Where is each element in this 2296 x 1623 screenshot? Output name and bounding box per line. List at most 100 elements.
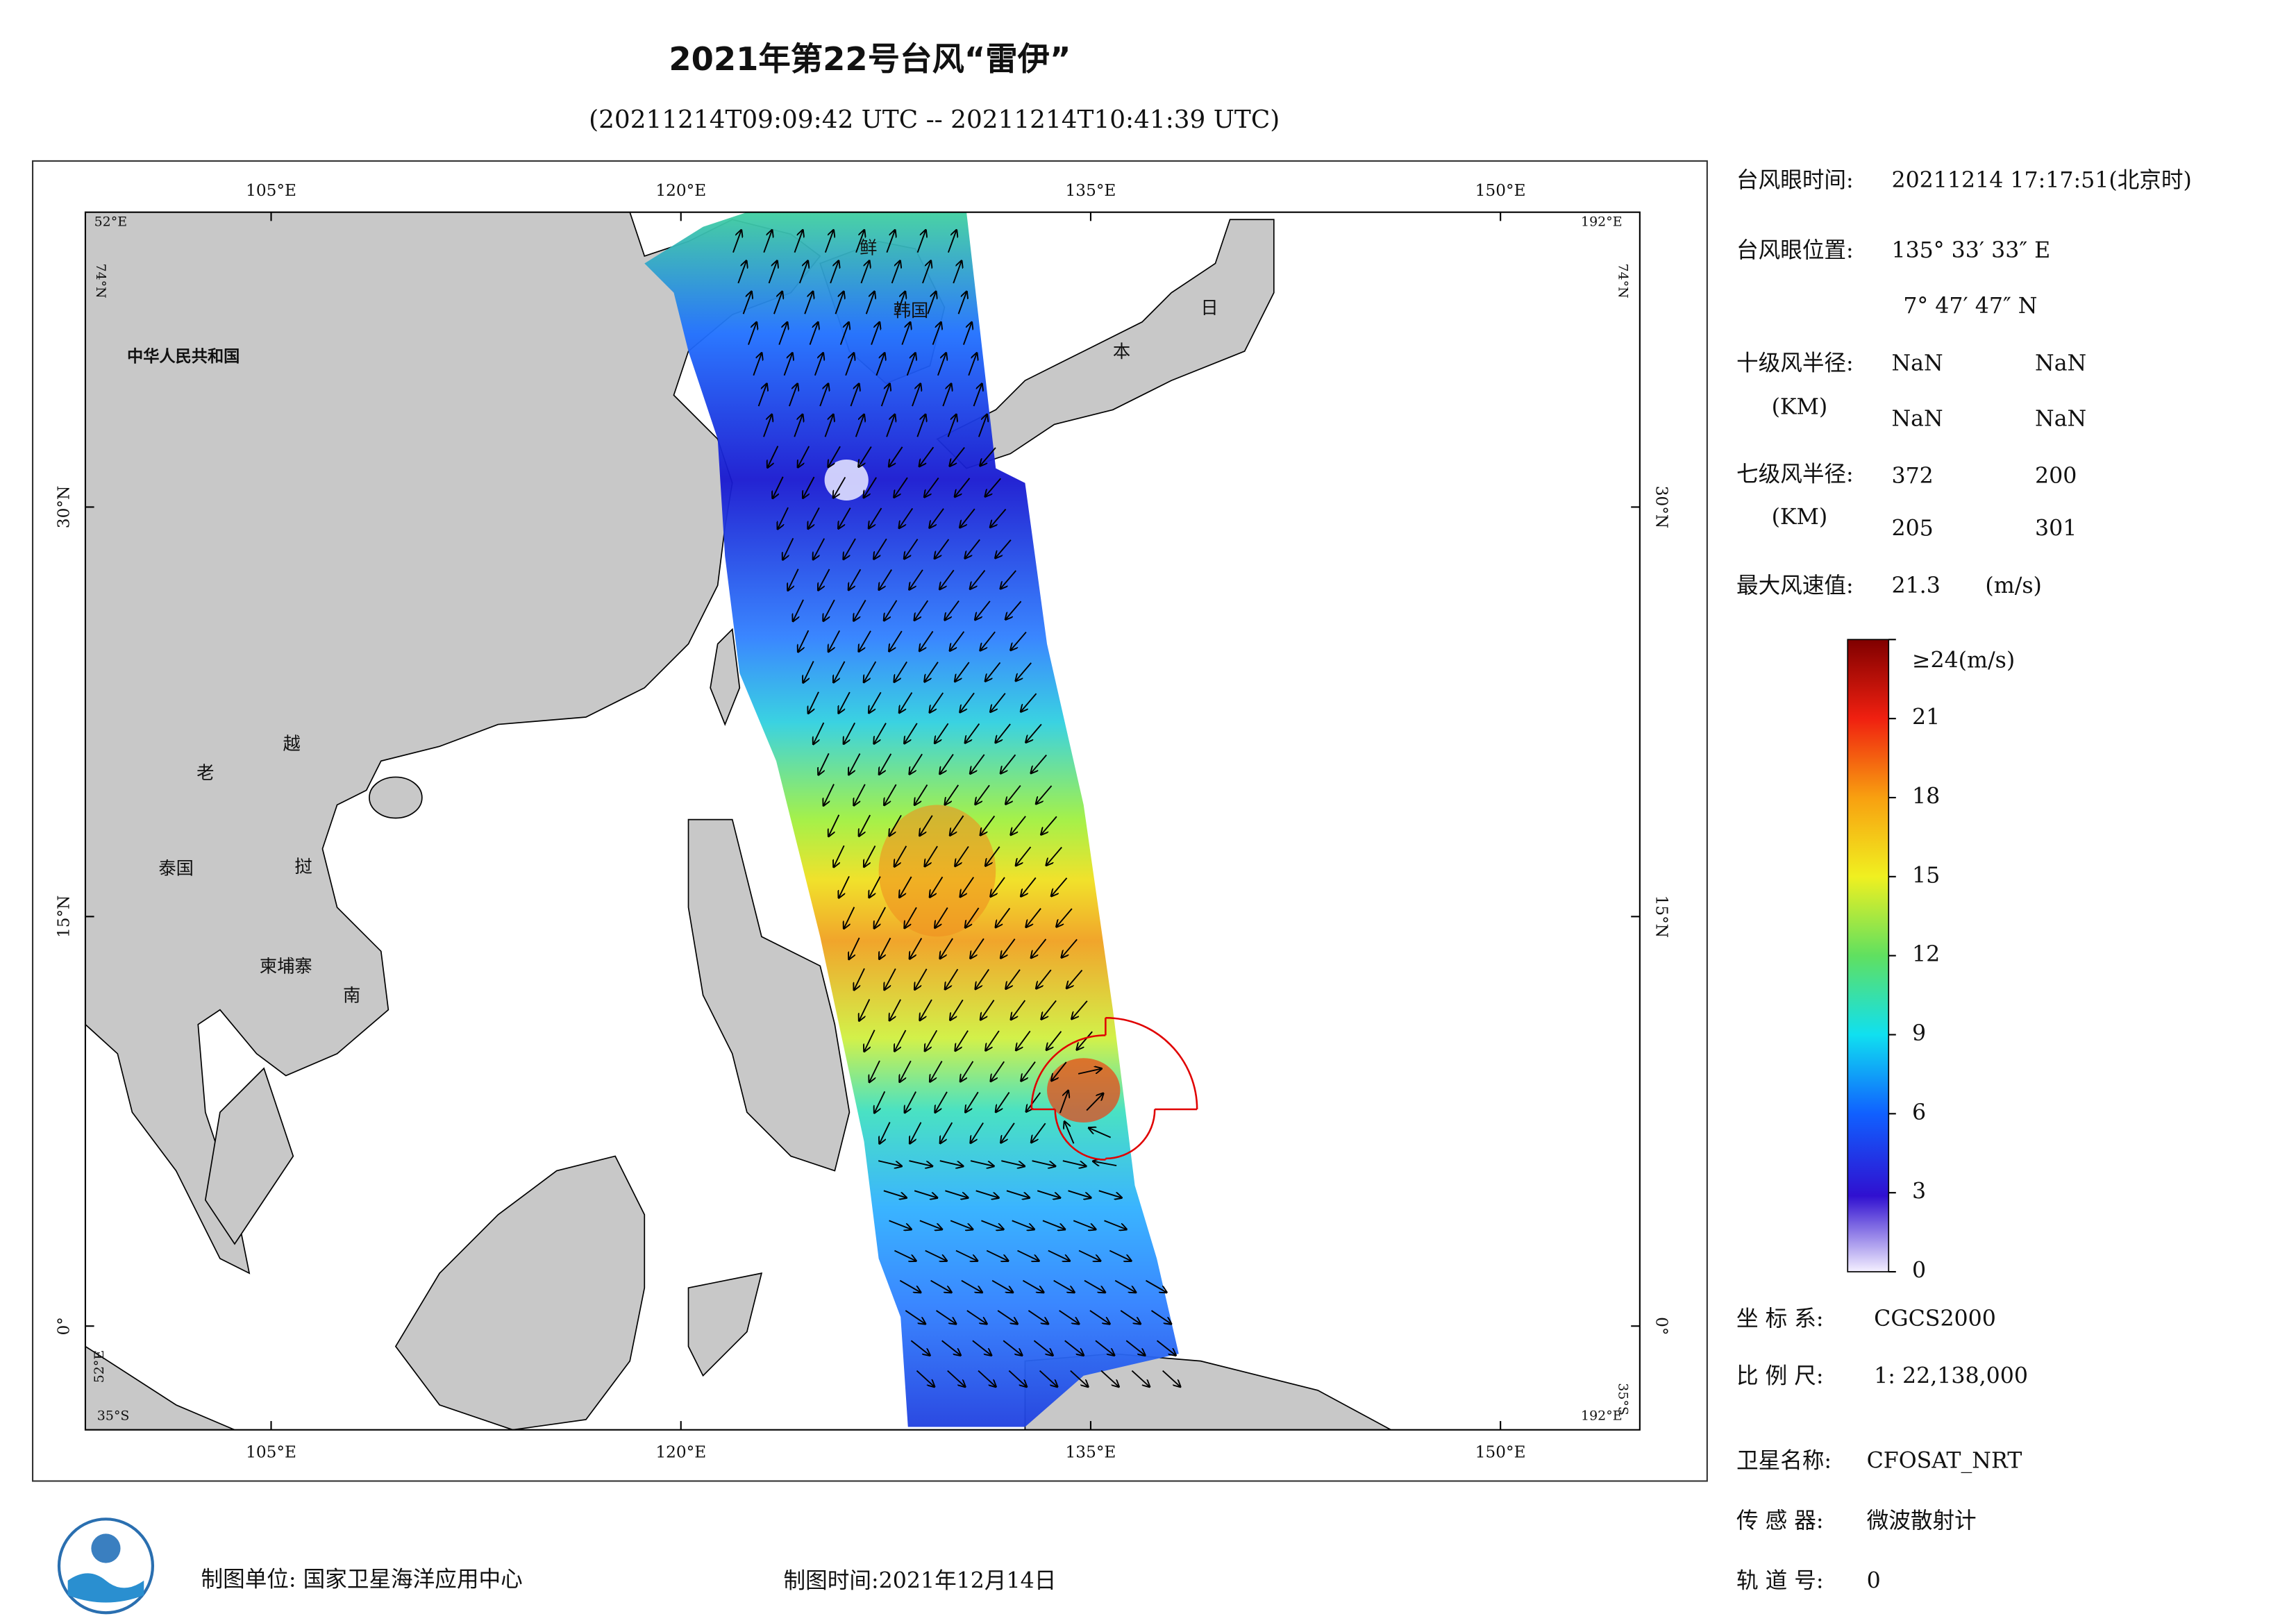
wind-arrow: [1032, 1122, 1046, 1142]
info-value: (m/s): [1985, 573, 2042, 598]
wind-arrow: [823, 784, 835, 805]
wind-arrow: [986, 1030, 1000, 1050]
wind-arrow: [1026, 1092, 1041, 1111]
wind-arrow: [914, 1190, 937, 1197]
wind-arrow: [922, 261, 931, 284]
info-value: 205: [1891, 516, 1933, 541]
place-label: 南: [343, 986, 360, 1006]
wind-arrow: [1064, 1340, 1084, 1355]
wind-arrow: [991, 693, 1006, 712]
wind-arrow: [965, 539, 980, 557]
wind-arrow: [1037, 785, 1053, 804]
wind-arrow: [955, 662, 970, 681]
wind-arrow: [971, 754, 985, 773]
wind-arrow: [1037, 969, 1052, 988]
colorbar-tick-label: 12: [1912, 942, 1940, 967]
info-panel: 台风眼时间: 20211214 17:17:51(北京时) 台风眼位置: 135…: [1736, 168, 2192, 1594]
wind-arrow: [880, 1122, 891, 1143]
land-malay: [204, 1067, 294, 1245]
wind-arrow: [804, 292, 813, 314]
wind-arrow: [768, 446, 779, 467]
wind-arrow: [901, 323, 910, 345]
wind-arrow: [875, 1091, 886, 1112]
wind-arrow: [1156, 1340, 1176, 1355]
wind-arrow: [794, 415, 803, 437]
wind-arrow: [896, 292, 905, 314]
wind-arrow: [819, 384, 828, 407]
x-tick-label: 120°E: [655, 181, 706, 200]
wind-arrow: [1104, 1220, 1126, 1229]
wind-arrow: [834, 845, 845, 866]
info-label: 台风眼时间:: [1736, 168, 1854, 193]
info-value: 1: 22,138,000: [1874, 1363, 2028, 1388]
wind-arrow: [961, 1061, 974, 1082]
wind-arrow: [828, 446, 841, 466]
wind-arrow: [894, 846, 907, 866]
wind-arrow: [978, 415, 987, 437]
corner-label: 74°N: [93, 263, 108, 298]
wind-arrow: [778, 507, 789, 528]
wind-arrow: [966, 1310, 987, 1324]
y-tick-label: 30°N: [54, 486, 73, 528]
wind-arrow: [1006, 969, 1021, 989]
wind-arrow: [824, 230, 834, 253]
wind-arrow: [1001, 1122, 1015, 1143]
wind-arrow: [808, 507, 820, 528]
wind-arrow: [935, 907, 948, 928]
wind-arrow: [950, 446, 965, 466]
wind-arrow: [878, 1160, 901, 1166]
wind-arrow: [1001, 938, 1016, 958]
wind-arrow: [894, 477, 908, 497]
wind-arrow: [910, 753, 923, 774]
wind-arrow: [919, 446, 935, 466]
colorbar-tick-label: 18: [1912, 784, 1940, 809]
wind-arrow: [960, 692, 975, 712]
wind-arrow: [889, 1220, 911, 1229]
wind-arrow: [1109, 1250, 1130, 1261]
wind-arrow: [965, 723, 980, 743]
y-tick-label: 0°: [54, 1317, 73, 1335]
wind-arrow: [986, 662, 1001, 680]
wind-arrow: [1033, 1340, 1053, 1355]
land-japan: [936, 219, 1275, 469]
wind-arrow: [942, 384, 951, 407]
wind-arrow: [914, 600, 929, 620]
wind-radius-arc: [1054, 1109, 1106, 1161]
wind-arrow: [912, 384, 921, 407]
wind-arrow: [1095, 1340, 1114, 1355]
wind-arrow: [975, 784, 990, 804]
wind-arrow: [953, 261, 962, 284]
wind-arrow: [1125, 1340, 1145, 1355]
wind-arrow: [968, 353, 977, 376]
wind-arrow: [737, 261, 746, 284]
wind-arrow: [1162, 1370, 1180, 1387]
wind-arrow: [839, 875, 850, 897]
wind-arrow: [937, 353, 946, 376]
wind-arrow: [814, 353, 823, 376]
wind-arrow: [1006, 1190, 1029, 1197]
wind-arrow: [905, 907, 917, 927]
wind-arrow: [978, 1370, 996, 1387]
wind-arrow: [794, 230, 803, 253]
wind-arrow: [885, 784, 897, 805]
land-taiwan: [710, 628, 741, 726]
wind-arrow: [991, 1279, 1012, 1293]
wind-arrow: [748, 323, 757, 345]
x-tick-label: 105°E: [246, 1443, 296, 1461]
wind-arrow: [773, 292, 782, 314]
wind-arrow: [1031, 755, 1047, 773]
land-sumatra: [85, 1345, 235, 1430]
wind-arrow: [895, 1029, 907, 1051]
wind-arrow: [1012, 1220, 1034, 1229]
wind-arrow: [960, 508, 975, 527]
info-value: 372: [1891, 464, 1933, 489]
wind-arrow: [1078, 1250, 1100, 1261]
wind-arrow: [839, 323, 849, 345]
info-value: 微波散射计: [1867, 1508, 1977, 1533]
wind-arrow: [975, 968, 990, 989]
wind-arrow: [783, 537, 794, 559]
colorbar-tick-label: ≥24(m/s): [1912, 648, 2015, 673]
wind-arrow: [1052, 1061, 1067, 1080]
calm-area: [824, 459, 869, 501]
